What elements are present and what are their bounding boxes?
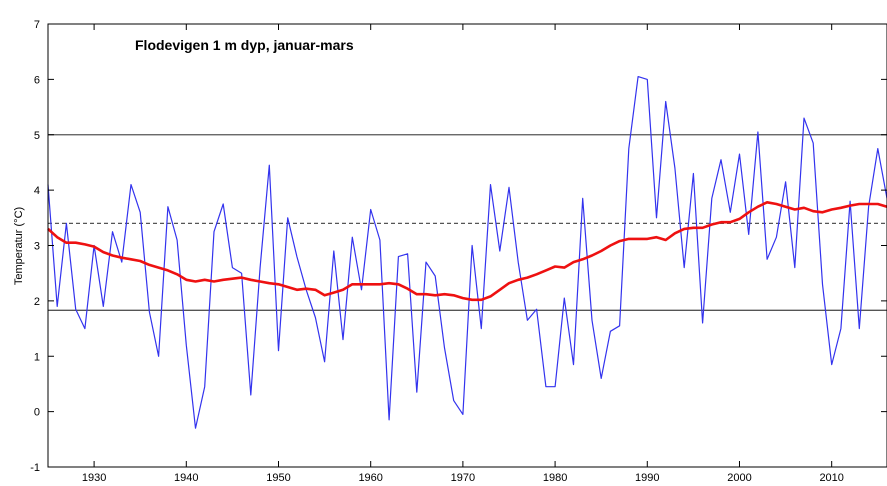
series-layer <box>47 75 887 429</box>
y-tick-label-6: 6 <box>34 74 40 86</box>
y-tick-label-2: 2 <box>34 296 40 308</box>
y-axis-label: Temperatur (°C) <box>13 207 25 285</box>
y-tick-label-1: 1 <box>34 351 40 363</box>
y-tick-label-7: 7 <box>34 19 40 31</box>
chart-title: Flodevigen 1 m dyp, januar-mars <box>135 37 354 53</box>
reference-lines <box>48 134 887 311</box>
x-tick-label-1970: 1970 <box>451 472 475 484</box>
annual-temperature-line <box>47 75 887 429</box>
x-tick-label-2000: 2000 <box>727 472 751 484</box>
x-tick-label-1980: 1980 <box>543 472 567 484</box>
x-tick-label-1990: 1990 <box>635 472 659 484</box>
y-tick-label-5: 5 <box>34 130 40 142</box>
plot-frame <box>47 23 887 468</box>
x-tick-label-1950: 1950 <box>266 472 290 484</box>
y-tick-label-4: 4 <box>34 185 40 197</box>
x-tick-label-1930: 1930 <box>82 472 106 484</box>
y-tick-label-3: 3 <box>34 241 40 253</box>
x-tick-label-1960: 1960 <box>358 472 382 484</box>
smoothed-trend-line <box>47 201 887 302</box>
x-tick-label-2010: 2010 <box>819 472 843 484</box>
ticks-layer <box>48 23 887 468</box>
x-tick-label-1940: 1940 <box>174 472 198 484</box>
y-tick-label--1: -1 <box>30 462 40 474</box>
y-tick-label-0: 0 <box>34 407 40 419</box>
tick-labels: 1930 1940 1950 1960 1970 1980 1990 2000 2010 -1 0 1… <box>30 19 844 484</box>
